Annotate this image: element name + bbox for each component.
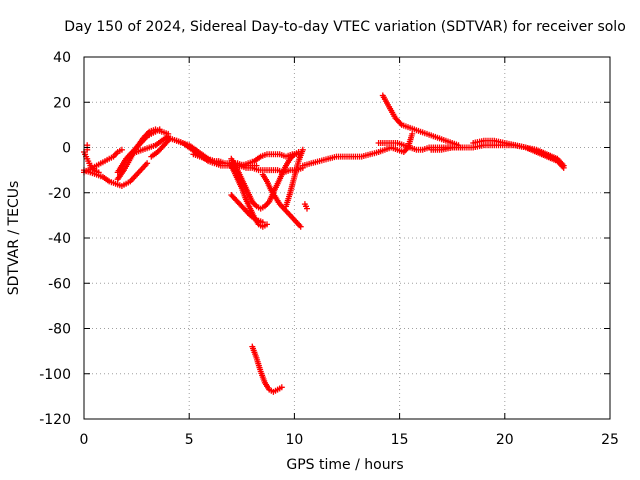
- scatter-point-markers: [283, 146, 306, 210]
- y-tick-label: -100: [39, 367, 71, 383]
- y-tick-label: -120: [39, 412, 71, 428]
- x-tick-label: 5: [185, 432, 194, 448]
- scatter-point-markers: [379, 92, 462, 149]
- grid: [84, 57, 610, 419]
- scatter-point-markers: [375, 130, 416, 155]
- scatter-point-markers: [249, 343, 285, 395]
- series-track7: [127, 133, 172, 158]
- y-tick-label: -20: [48, 186, 71, 202]
- y-tick-label: 20: [53, 95, 71, 111]
- scatter-point-markers: [470, 137, 567, 169]
- chart-title: Day 150 of 2024, Sidereal Day-to-day VTE…: [64, 19, 626, 35]
- scatter-point-markers: [127, 133, 172, 158]
- scatter-point-markers: [299, 149, 382, 169]
- y-tick-label: -80: [48, 322, 71, 338]
- x-tick-label: 0: [80, 432, 89, 448]
- series-track22: [375, 130, 416, 155]
- series-track19: [299, 149, 382, 169]
- series-track17: [301, 201, 310, 212]
- y-tick-label: -40: [48, 231, 71, 247]
- series-track16: [283, 146, 306, 210]
- scatter-point-markers: [228, 149, 302, 212]
- y-tick-label: 40: [53, 50, 71, 66]
- series-track21: [379, 92, 462, 149]
- series-track11: [228, 149, 302, 212]
- scatter-point-markers: [301, 201, 310, 212]
- y-tick-label: 0: [62, 141, 71, 157]
- scatter-point-markers: [114, 126, 163, 176]
- x-tick-label: 25: [601, 432, 619, 448]
- x-axis-label: GPS time / hours: [286, 457, 403, 473]
- x-tick-label: 20: [496, 432, 514, 448]
- series-track14: [228, 192, 266, 226]
- scatter-point-markers: [228, 192, 266, 226]
- y-tick-label: -60: [48, 276, 71, 292]
- y-axis-label: SDTVAR / TECUs: [6, 181, 22, 296]
- series-track18: [249, 343, 285, 395]
- x-tick-label: 15: [391, 432, 409, 448]
- data-series: [81, 92, 567, 395]
- series-track24: [470, 137, 567, 169]
- series-track6: [114, 126, 163, 176]
- x-tick-label: 10: [285, 432, 303, 448]
- axes: 0 5 10 15 20 25 -120 -100 -80 -60 -40 -20 0 20 40: [39, 50, 619, 448]
- series-track15: [259, 171, 304, 230]
- scatter-point-markers: [259, 171, 304, 230]
